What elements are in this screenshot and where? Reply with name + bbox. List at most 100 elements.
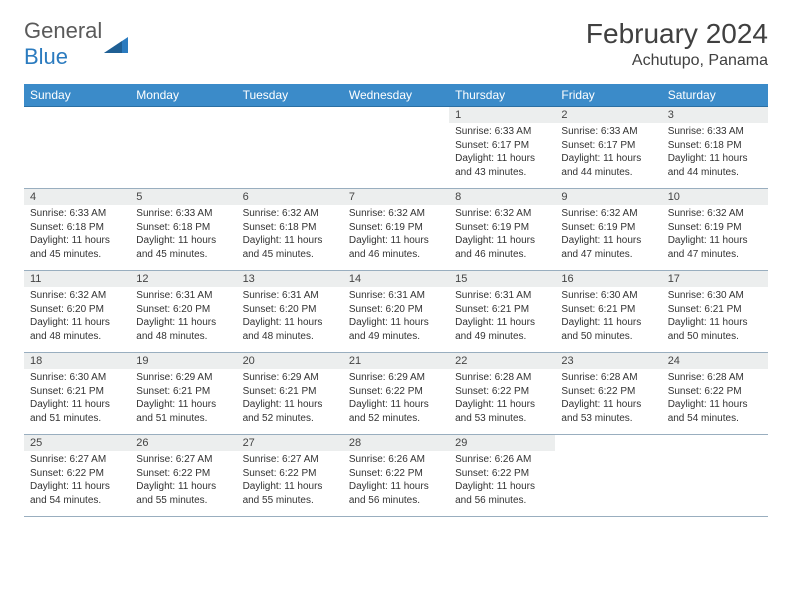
day-cell [24, 107, 130, 189]
day-details: Sunrise: 6:33 AMSunset: 6:17 PMDaylight:… [555, 123, 661, 183]
day-details: Sunrise: 6:29 AMSunset: 6:22 PMDaylight:… [343, 369, 449, 429]
day-number: 9 [555, 189, 661, 205]
day-cell: 20Sunrise: 6:29 AMSunset: 6:21 PMDayligh… [237, 353, 343, 435]
day-header: Saturday [662, 84, 768, 107]
logo: General Blue [24, 18, 130, 70]
table-row: 1Sunrise: 6:33 AMSunset: 6:17 PMDaylight… [24, 107, 768, 189]
table-row: 4Sunrise: 6:33 AMSunset: 6:18 PMDaylight… [24, 189, 768, 271]
table-row: 11Sunrise: 6:32 AMSunset: 6:20 PMDayligh… [24, 271, 768, 353]
logo-text-1: General [24, 18, 102, 43]
day-number: 14 [343, 271, 449, 287]
day-cell: 25Sunrise: 6:27 AMSunset: 6:22 PMDayligh… [24, 435, 130, 517]
title-block: February 2024 Achutupo, Panama [586, 18, 768, 70]
day-number [24, 107, 130, 123]
day-number: 18 [24, 353, 130, 369]
day-cell: 12Sunrise: 6:31 AMSunset: 6:20 PMDayligh… [130, 271, 236, 353]
day-number: 8 [449, 189, 555, 205]
day-cell: 4Sunrise: 6:33 AMSunset: 6:18 PMDaylight… [24, 189, 130, 271]
day-header: Tuesday [237, 84, 343, 107]
day-cell: 10Sunrise: 6:32 AMSunset: 6:19 PMDayligh… [662, 189, 768, 271]
day-number [130, 107, 236, 123]
day-details: Sunrise: 6:29 AMSunset: 6:21 PMDaylight:… [130, 369, 236, 429]
day-cell: 9Sunrise: 6:32 AMSunset: 6:19 PMDaylight… [555, 189, 661, 271]
day-number: 11 [24, 271, 130, 287]
day-details: Sunrise: 6:28 AMSunset: 6:22 PMDaylight:… [662, 369, 768, 429]
day-cell: 3Sunrise: 6:33 AMSunset: 6:18 PMDaylight… [662, 107, 768, 189]
day-cell: 7Sunrise: 6:32 AMSunset: 6:19 PMDaylight… [343, 189, 449, 271]
day-number: 25 [24, 435, 130, 451]
day-number: 28 [343, 435, 449, 451]
day-cell: 22Sunrise: 6:28 AMSunset: 6:22 PMDayligh… [449, 353, 555, 435]
day-cell: 6Sunrise: 6:32 AMSunset: 6:18 PMDaylight… [237, 189, 343, 271]
triangle-icon [104, 33, 130, 55]
day-details: Sunrise: 6:32 AMSunset: 6:20 PMDaylight:… [24, 287, 130, 347]
day-cell: 18Sunrise: 6:30 AMSunset: 6:21 PMDayligh… [24, 353, 130, 435]
day-details: Sunrise: 6:30 AMSunset: 6:21 PMDaylight:… [24, 369, 130, 429]
day-header: Monday [130, 84, 236, 107]
day-number: 16 [555, 271, 661, 287]
day-cell [555, 435, 661, 517]
day-cell [343, 107, 449, 189]
month-title: February 2024 [586, 18, 768, 50]
day-number [343, 107, 449, 123]
day-header: Wednesday [343, 84, 449, 107]
location: Achutupo, Panama [586, 52, 768, 70]
day-cell: 8Sunrise: 6:32 AMSunset: 6:19 PMDaylight… [449, 189, 555, 271]
day-number [237, 107, 343, 123]
day-number: 24 [662, 353, 768, 369]
day-number: 3 [662, 107, 768, 123]
day-number: 6 [237, 189, 343, 205]
day-number: 20 [237, 353, 343, 369]
day-number: 27 [237, 435, 343, 451]
day-number: 5 [130, 189, 236, 205]
day-cell [130, 107, 236, 189]
day-details: Sunrise: 6:33 AMSunset: 6:18 PMDaylight:… [662, 123, 768, 183]
day-details: Sunrise: 6:32 AMSunset: 6:19 PMDaylight:… [343, 205, 449, 265]
day-number: 13 [237, 271, 343, 287]
day-number: 21 [343, 353, 449, 369]
day-details: Sunrise: 6:28 AMSunset: 6:22 PMDaylight:… [555, 369, 661, 429]
day-details: Sunrise: 6:32 AMSunset: 6:19 PMDaylight:… [662, 205, 768, 265]
day-number: 17 [662, 271, 768, 287]
day-number: 29 [449, 435, 555, 451]
day-details: Sunrise: 6:27 AMSunset: 6:22 PMDaylight:… [24, 451, 130, 511]
day-cell: 28Sunrise: 6:26 AMSunset: 6:22 PMDayligh… [343, 435, 449, 517]
day-cell: 14Sunrise: 6:31 AMSunset: 6:20 PMDayligh… [343, 271, 449, 353]
day-number: 15 [449, 271, 555, 287]
day-cell: 24Sunrise: 6:28 AMSunset: 6:22 PMDayligh… [662, 353, 768, 435]
day-number: 23 [555, 353, 661, 369]
day-details: Sunrise: 6:26 AMSunset: 6:22 PMDaylight:… [449, 451, 555, 511]
calendar-body: 1Sunrise: 6:33 AMSunset: 6:17 PMDaylight… [24, 107, 768, 517]
day-details: Sunrise: 6:33 AMSunset: 6:17 PMDaylight:… [449, 123, 555, 183]
day-cell: 13Sunrise: 6:31 AMSunset: 6:20 PMDayligh… [237, 271, 343, 353]
day-number: 19 [130, 353, 236, 369]
day-details: Sunrise: 6:28 AMSunset: 6:22 PMDaylight:… [449, 369, 555, 429]
header: General Blue February 2024 Achutupo, Pan… [24, 18, 768, 70]
day-number [662, 435, 768, 451]
day-header: Friday [555, 84, 661, 107]
day-cell: 15Sunrise: 6:31 AMSunset: 6:21 PMDayligh… [449, 271, 555, 353]
day-cell [662, 435, 768, 517]
day-details: Sunrise: 6:30 AMSunset: 6:21 PMDaylight:… [662, 287, 768, 347]
day-details: Sunrise: 6:31 AMSunset: 6:20 PMDaylight:… [343, 287, 449, 347]
day-number: 26 [130, 435, 236, 451]
logo-text-2: Blue [24, 44, 68, 69]
day-details: Sunrise: 6:30 AMSunset: 6:21 PMDaylight:… [555, 287, 661, 347]
table-row: 18Sunrise: 6:30 AMSunset: 6:21 PMDayligh… [24, 353, 768, 435]
day-number: 1 [449, 107, 555, 123]
day-details: Sunrise: 6:32 AMSunset: 6:18 PMDaylight:… [237, 205, 343, 265]
day-details: Sunrise: 6:32 AMSunset: 6:19 PMDaylight:… [449, 205, 555, 265]
day-number [555, 435, 661, 451]
day-details: Sunrise: 6:31 AMSunset: 6:21 PMDaylight:… [449, 287, 555, 347]
day-number: 4 [24, 189, 130, 205]
day-cell: 26Sunrise: 6:27 AMSunset: 6:22 PMDayligh… [130, 435, 236, 517]
day-header: Sunday [24, 84, 130, 107]
day-number: 10 [662, 189, 768, 205]
day-cell: 11Sunrise: 6:32 AMSunset: 6:20 PMDayligh… [24, 271, 130, 353]
day-cell: 29Sunrise: 6:26 AMSunset: 6:22 PMDayligh… [449, 435, 555, 517]
day-details: Sunrise: 6:26 AMSunset: 6:22 PMDaylight:… [343, 451, 449, 511]
day-cell: 16Sunrise: 6:30 AMSunset: 6:21 PMDayligh… [555, 271, 661, 353]
day-details: Sunrise: 6:29 AMSunset: 6:21 PMDaylight:… [237, 369, 343, 429]
day-header: Thursday [449, 84, 555, 107]
day-cell: 21Sunrise: 6:29 AMSunset: 6:22 PMDayligh… [343, 353, 449, 435]
